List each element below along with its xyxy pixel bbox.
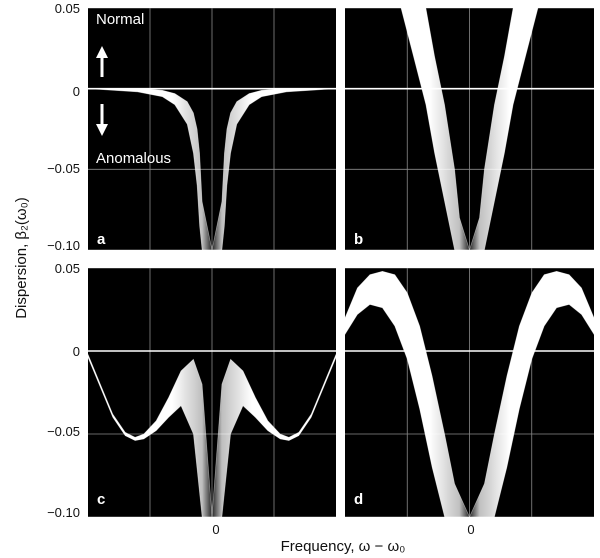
dispersion-band <box>88 88 336 250</box>
y-tick-label: 0 <box>73 84 80 99</box>
arrow-up-icon <box>96 46 108 77</box>
panels-group <box>88 8 594 517</box>
panel-c <box>88 268 336 517</box>
panel-label-b: b <box>354 231 363 248</box>
panel-d <box>345 268 594 517</box>
panel-b <box>345 8 594 250</box>
y-tick-label: −0.05 <box>47 424 80 439</box>
panel-label-a: a <box>97 231 106 248</box>
y-tick-label: −0.10 <box>47 238 80 253</box>
panel-label-d: d <box>354 491 363 508</box>
x-axis-title: Frequency, ω − ω₀ <box>281 538 406 555</box>
y-tick-label: −0.10 <box>47 505 80 520</box>
y-tick-label: 0.05 <box>55 261 80 276</box>
arrow-down-icon <box>96 104 108 136</box>
y-tick-label: −0.05 <box>47 161 80 176</box>
y-tick-labels-top: 0.05 0 −0.05 −0.10 <box>47 1 80 253</box>
x-tick-label: 0 <box>467 522 474 537</box>
dispersion-band <box>345 270 594 517</box>
annotation-normal: Normal <box>96 11 144 77</box>
x-tick-label: 0 <box>212 522 219 537</box>
y-tick-label: 0.05 <box>55 1 80 16</box>
annotation-anomalous-label: Anomalous <box>96 150 171 167</box>
annotation-normal-label: Normal <box>96 11 144 28</box>
dispersion-band <box>88 354 336 517</box>
dispersion-band <box>400 8 539 250</box>
panel-label-c: c <box>97 491 105 508</box>
y-tick-labels-bottom: 0.05 0 −0.05 −0.10 <box>47 261 80 520</box>
panel-a <box>88 8 336 250</box>
y-tick-label: 0 <box>73 344 80 359</box>
y-axis-title: Dispersion, β₂(ω₀) <box>13 197 30 319</box>
annotation-anomalous: Anomalous <box>96 104 171 167</box>
